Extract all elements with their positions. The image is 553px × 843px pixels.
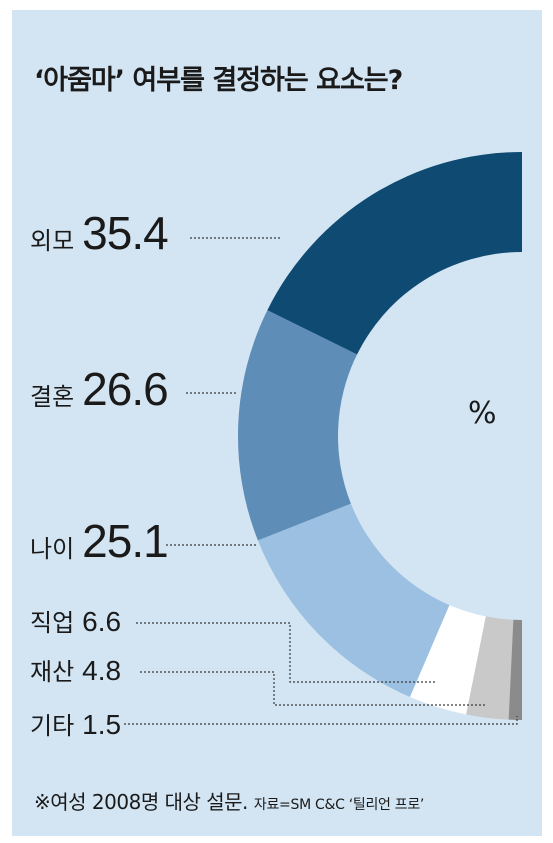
legend-row-job: 직업 6.6 [30, 603, 121, 638]
category-label: 외모 [30, 227, 75, 255]
category-label: 직업 [30, 609, 75, 637]
leader-line-other [124, 716, 518, 725]
legend-row-marriage: 결혼 26.6 [30, 362, 169, 416]
category-label: 결혼 [30, 383, 75, 411]
donut-segment-marriage [237, 310, 358, 541]
value-label: 4.8 [82, 655, 122, 686]
donut-segment-wealth [466, 616, 514, 720]
percent-unit: % [468, 396, 497, 431]
category-label: 재산 [30, 658, 75, 686]
donut-segment-other [508, 619, 522, 720]
value-label: 6.6 [82, 606, 122, 637]
value-label: 1.5 [82, 709, 122, 740]
legend-row-age: 나이 25.1 [30, 514, 169, 568]
donut-segment-appearance [267, 152, 522, 355]
value-label: 25.1 [82, 515, 169, 567]
legend-row-appearance: 외모 35.4 [30, 206, 169, 260]
infographic-panel: ‘아줌마’ 여부를 결정하는 요소는? % 외모 35.4 결혼 26.6 나이 25… [12, 10, 542, 836]
leader-line-wealth [140, 671, 487, 706]
value-label: 35.4 [82, 207, 169, 259]
legend-row-other: 기타 1.5 [30, 706, 121, 741]
category-label: 나이 [30, 535, 75, 563]
category-label: 기타 [30, 712, 75, 740]
chart-title: ‘아줌마’ 여부를 결정하는 요소는? [34, 65, 403, 96]
donut-segment-job [410, 605, 486, 715]
footnote-text: ※여성 2008명 대상 설문. [34, 790, 248, 814]
leader-line-job [136, 622, 437, 683]
value-label: 26.6 [82, 363, 169, 415]
legend-row-wealth: 재산 4.8 [30, 652, 121, 687]
footnote: ※여성 2008명 대상 설문. 자료=SM C&C ‘틸리언 프로’ [34, 786, 424, 815]
donut-segment-age [257, 503, 450, 697]
half-donut-chart [124, 152, 522, 725]
source-text: 자료=SM C&C ‘틸리언 프로’ [253, 797, 425, 813]
